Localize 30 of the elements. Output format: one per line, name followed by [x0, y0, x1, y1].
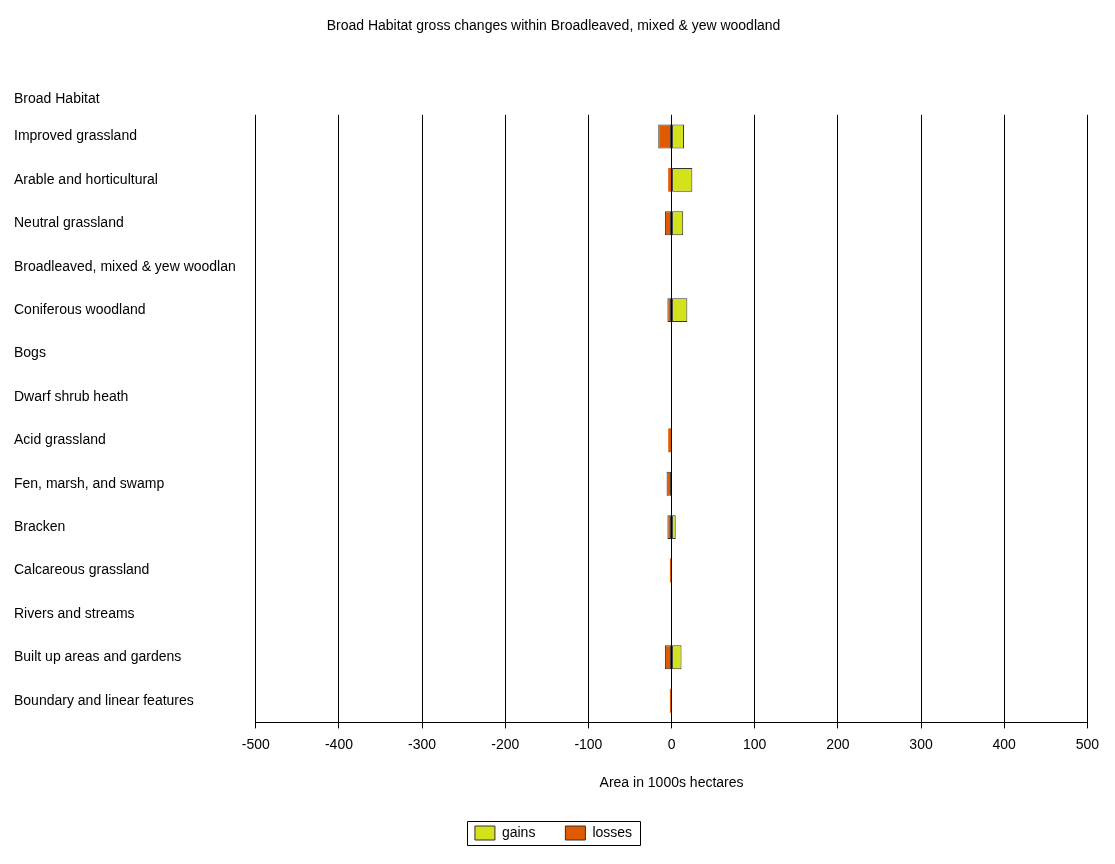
- y-axis-title: Broad Habitat: [14, 89, 100, 106]
- y-tick-label: Rivers and streams: [14, 604, 135, 621]
- x-tick-label: 300: [909, 735, 933, 752]
- y-tick-label: Boundary and linear features: [14, 691, 194, 708]
- x-tick-label: 0: [667, 735, 676, 752]
- x-tick-label: -300: [408, 735, 437, 752]
- y-tick-label: Fen, marsh, and swamp: [14, 474, 165, 491]
- legend-label: losses: [592, 823, 633, 840]
- x-tick-label: -200: [491, 735, 520, 752]
- y-tick-label: Arable and horticultural: [14, 170, 158, 187]
- x-tick-label: 400: [992, 735, 1017, 752]
- x-tick-label: -500: [241, 735, 271, 752]
- y-tick-label: Bracken: [14, 517, 66, 534]
- y-tick-label: Calcareous grassland: [14, 561, 150, 578]
- y-tick-label: Broadleaved, mixed & yew woodlan: [14, 257, 236, 274]
- chart-title: Broad Habitat gross changes within Broadleaved, mixed & yew woodland: [326, 17, 781, 34]
- x-tick-label: -100: [574, 735, 603, 752]
- y-tick-label: Bogs: [14, 344, 46, 361]
- y-tick-label: Neutral grassland: [14, 214, 124, 231]
- x-tick-label: -400: [324, 735, 354, 752]
- y-tick-label: Dwarf shrub heath: [14, 387, 129, 404]
- y-tick-label: Improved grassland: [14, 127, 137, 144]
- x-tick-label: 200: [826, 735, 850, 752]
- y-tick-label: Built up areas and gardens: [14, 648, 182, 665]
- x-tick-label: 500: [1075, 735, 1100, 752]
- legend-label: gains: [501, 823, 536, 840]
- y-tick-label: Acid grassland: [14, 431, 106, 448]
- x-axis-title: Area in 1000s hectares: [599, 774, 744, 791]
- y-tick-label: Coniferous woodland: [14, 300, 146, 317]
- x-tick-label: 100: [743, 735, 767, 752]
